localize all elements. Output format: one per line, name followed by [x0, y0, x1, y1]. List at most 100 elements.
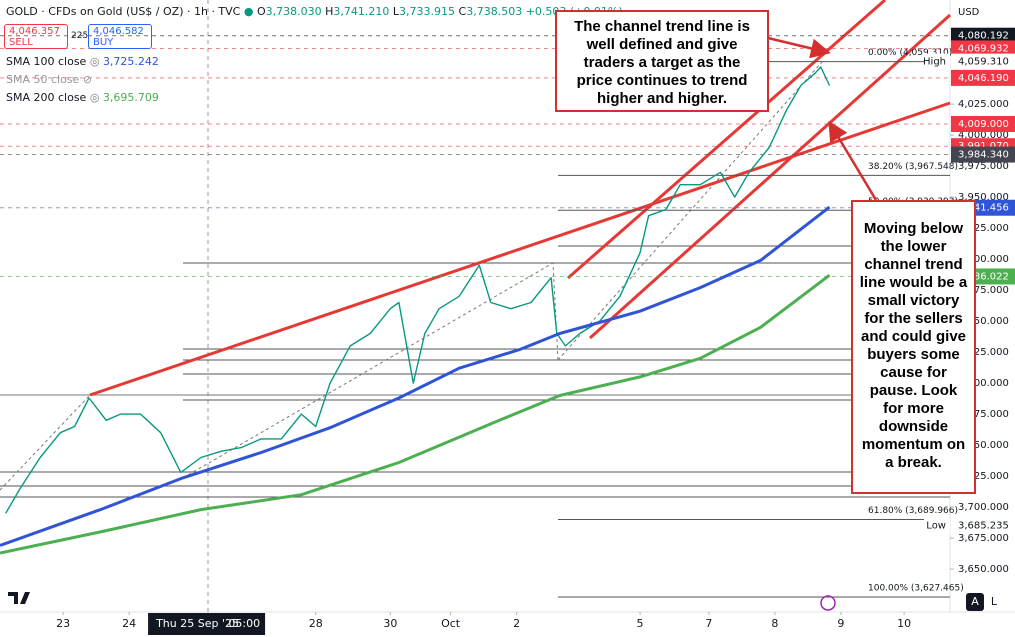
axes: 3,650.000 3,675.000 3,700.000 3,725.000 3,75… [56, 27, 1015, 635]
fib-label: 61.80% (3,689.966) [868, 506, 958, 516]
ohlc-value: 3,738.030 [265, 5, 322, 18]
y-tick-label: 3,950.000 [958, 192, 1009, 203]
x-tick-label: 10 [897, 617, 911, 630]
x-tick-label: 8 [771, 617, 778, 630]
channel-upper [567, 0, 886, 280]
price-label: 3,886.022 [958, 271, 1009, 282]
arrows [767, 36, 878, 201]
arrow [767, 36, 831, 59]
x-tick-label: 9 [837, 617, 844, 630]
legend-item[interactable]: SMA 50 close ⊘ [6, 73, 93, 86]
tv-logo [8, 592, 30, 604]
y-tick-label: 3,875.000 [958, 285, 1009, 296]
log-scale-label[interactable]: L [991, 595, 998, 608]
price-label: 4,069.932 [958, 43, 1009, 54]
legend-name: SMA 100 close [6, 55, 87, 68]
price-label-box [951, 27, 1015, 44]
symbol[interactable]: GOLD [6, 5, 38, 18]
drawings [0, 0, 1015, 613]
fib-connector [552, 262, 559, 361]
price-label: 3,984.340 [958, 150, 1009, 161]
y-tick-label: 3,725.000 [958, 471, 1009, 482]
y-tick-label: 4,025.000 [958, 99, 1009, 110]
events-icon[interactable] [820, 595, 836, 611]
ohlc-key: L [392, 5, 400, 18]
fib-connector [0, 394, 91, 491]
price-label-box [951, 53, 1015, 70]
y-tick-label: 3,675.000 [958, 533, 1009, 544]
auto-scale-button[interactable] [966, 593, 984, 611]
y-tick-label: 3,825.000 [958, 347, 1009, 358]
price-label-box [951, 115, 1015, 132]
channel-lower [588, 13, 952, 340]
y-tick-label: 3,650.000 [958, 564, 1009, 575]
legend-value: 3,695.709 [102, 91, 159, 104]
sell-label: SELL [9, 37, 33, 48]
ohlc: O3,738.030 H3,741.210 L3,733.915 C3,738.… [257, 5, 526, 18]
legend-name: SMA 50 close [6, 73, 80, 86]
symbol-header: GOLD · CFDs on Gold (US$ / OZ) · 1h · TV… [6, 5, 623, 18]
x-tick-label: Oct [441, 617, 461, 630]
tag-label: Low [926, 520, 946, 531]
legend-item[interactable]: SMA 200 close ◎ 3,695.709 [6, 91, 159, 104]
price-label-box [951, 40, 1015, 57]
price-label: 4,080.192 [958, 31, 1009, 42]
price-label-box [951, 69, 1015, 86]
tag-box [924, 53, 950, 70]
y-tick-label: 3,775.000 [958, 409, 1009, 420]
x-tick-label: 24 [122, 617, 136, 630]
x-tick-label: 28 [309, 617, 323, 630]
sma-line [0, 274, 831, 555]
auto-scale-label[interactable]: A [971, 595, 979, 608]
x-tick-label: 30 [383, 617, 397, 630]
y-tick-label: 3,850.000 [958, 316, 1009, 327]
y-tick-label: 3,800.000 [958, 378, 1009, 389]
price-line-series [5, 66, 831, 514]
legend-value: 3,725.242 [102, 55, 159, 68]
price-label: 4,059.310 [958, 57, 1009, 68]
buy-button[interactable]: 4,046.582 BUY [88, 24, 152, 49]
buy-label: BUY [93, 37, 114, 48]
symbol-desc: CFDs on Gold (US$ / OZ) · 1h · TVC [48, 5, 241, 18]
tag-label: High [923, 57, 946, 68]
y-tick-label: 3,900.000 [958, 254, 1009, 265]
currency[interactable]: USD [958, 7, 980, 18]
sell-price: 4,046.357 [9, 26, 60, 37]
annotation: The channel trend line is well defined a… [555, 10, 769, 112]
ohlc-key: H [325, 5, 334, 18]
y-tick-label: 4,000.000 [958, 130, 1009, 141]
sma-line [0, 205, 831, 547]
y-tick-label: 3,700.000 [958, 502, 1009, 513]
x-tick-label: 23 [56, 617, 70, 630]
fib-connector [557, 61, 823, 361]
x-tick-label: Thu 25 Sep '25 [155, 617, 239, 630]
price-label: 4,009.000 [958, 119, 1009, 130]
fib-connector [182, 262, 554, 479]
fib-label: 0.00% (4,059.310) [868, 48, 952, 58]
annotation: Moving below the lower channel trend lin… [851, 200, 976, 494]
legend-name: SMA 200 close [6, 91, 87, 104]
price-label-box [951, 517, 1015, 534]
price-label: 3,941.456 [958, 203, 1009, 214]
price-label: 3,685.235 [958, 520, 1009, 531]
price-label-box [951, 146, 1015, 163]
x-tick-label: 5 [637, 617, 644, 630]
legend-item[interactable]: SMA 100 close ◎ 3,725.242 [6, 55, 159, 68]
crosshair-time-box [148, 613, 266, 635]
tag-box [924, 517, 950, 534]
x-tick-label: 7 [705, 617, 712, 630]
sell-button[interactable]: 4,046.357 SELL [4, 24, 68, 49]
x-tick-label: 2 [513, 617, 520, 630]
y-tick-label: 3,975.000 [958, 161, 1009, 172]
ohlc-key: O [256, 5, 266, 18]
spread: 225 [71, 31, 89, 41]
ohlc-value: 3,741.210 [333, 5, 390, 18]
ohlc-value: 3,733.915 [399, 5, 456, 18]
crosshair-time: 05:00 [228, 617, 260, 630]
fib-label: 100.00% (3,627.465) [868, 584, 964, 594]
buy-price: 4,046.582 [93, 26, 144, 37]
y-tick-label: 3,925.000 [958, 223, 1009, 234]
price-label: 4,046.190 [958, 73, 1009, 84]
